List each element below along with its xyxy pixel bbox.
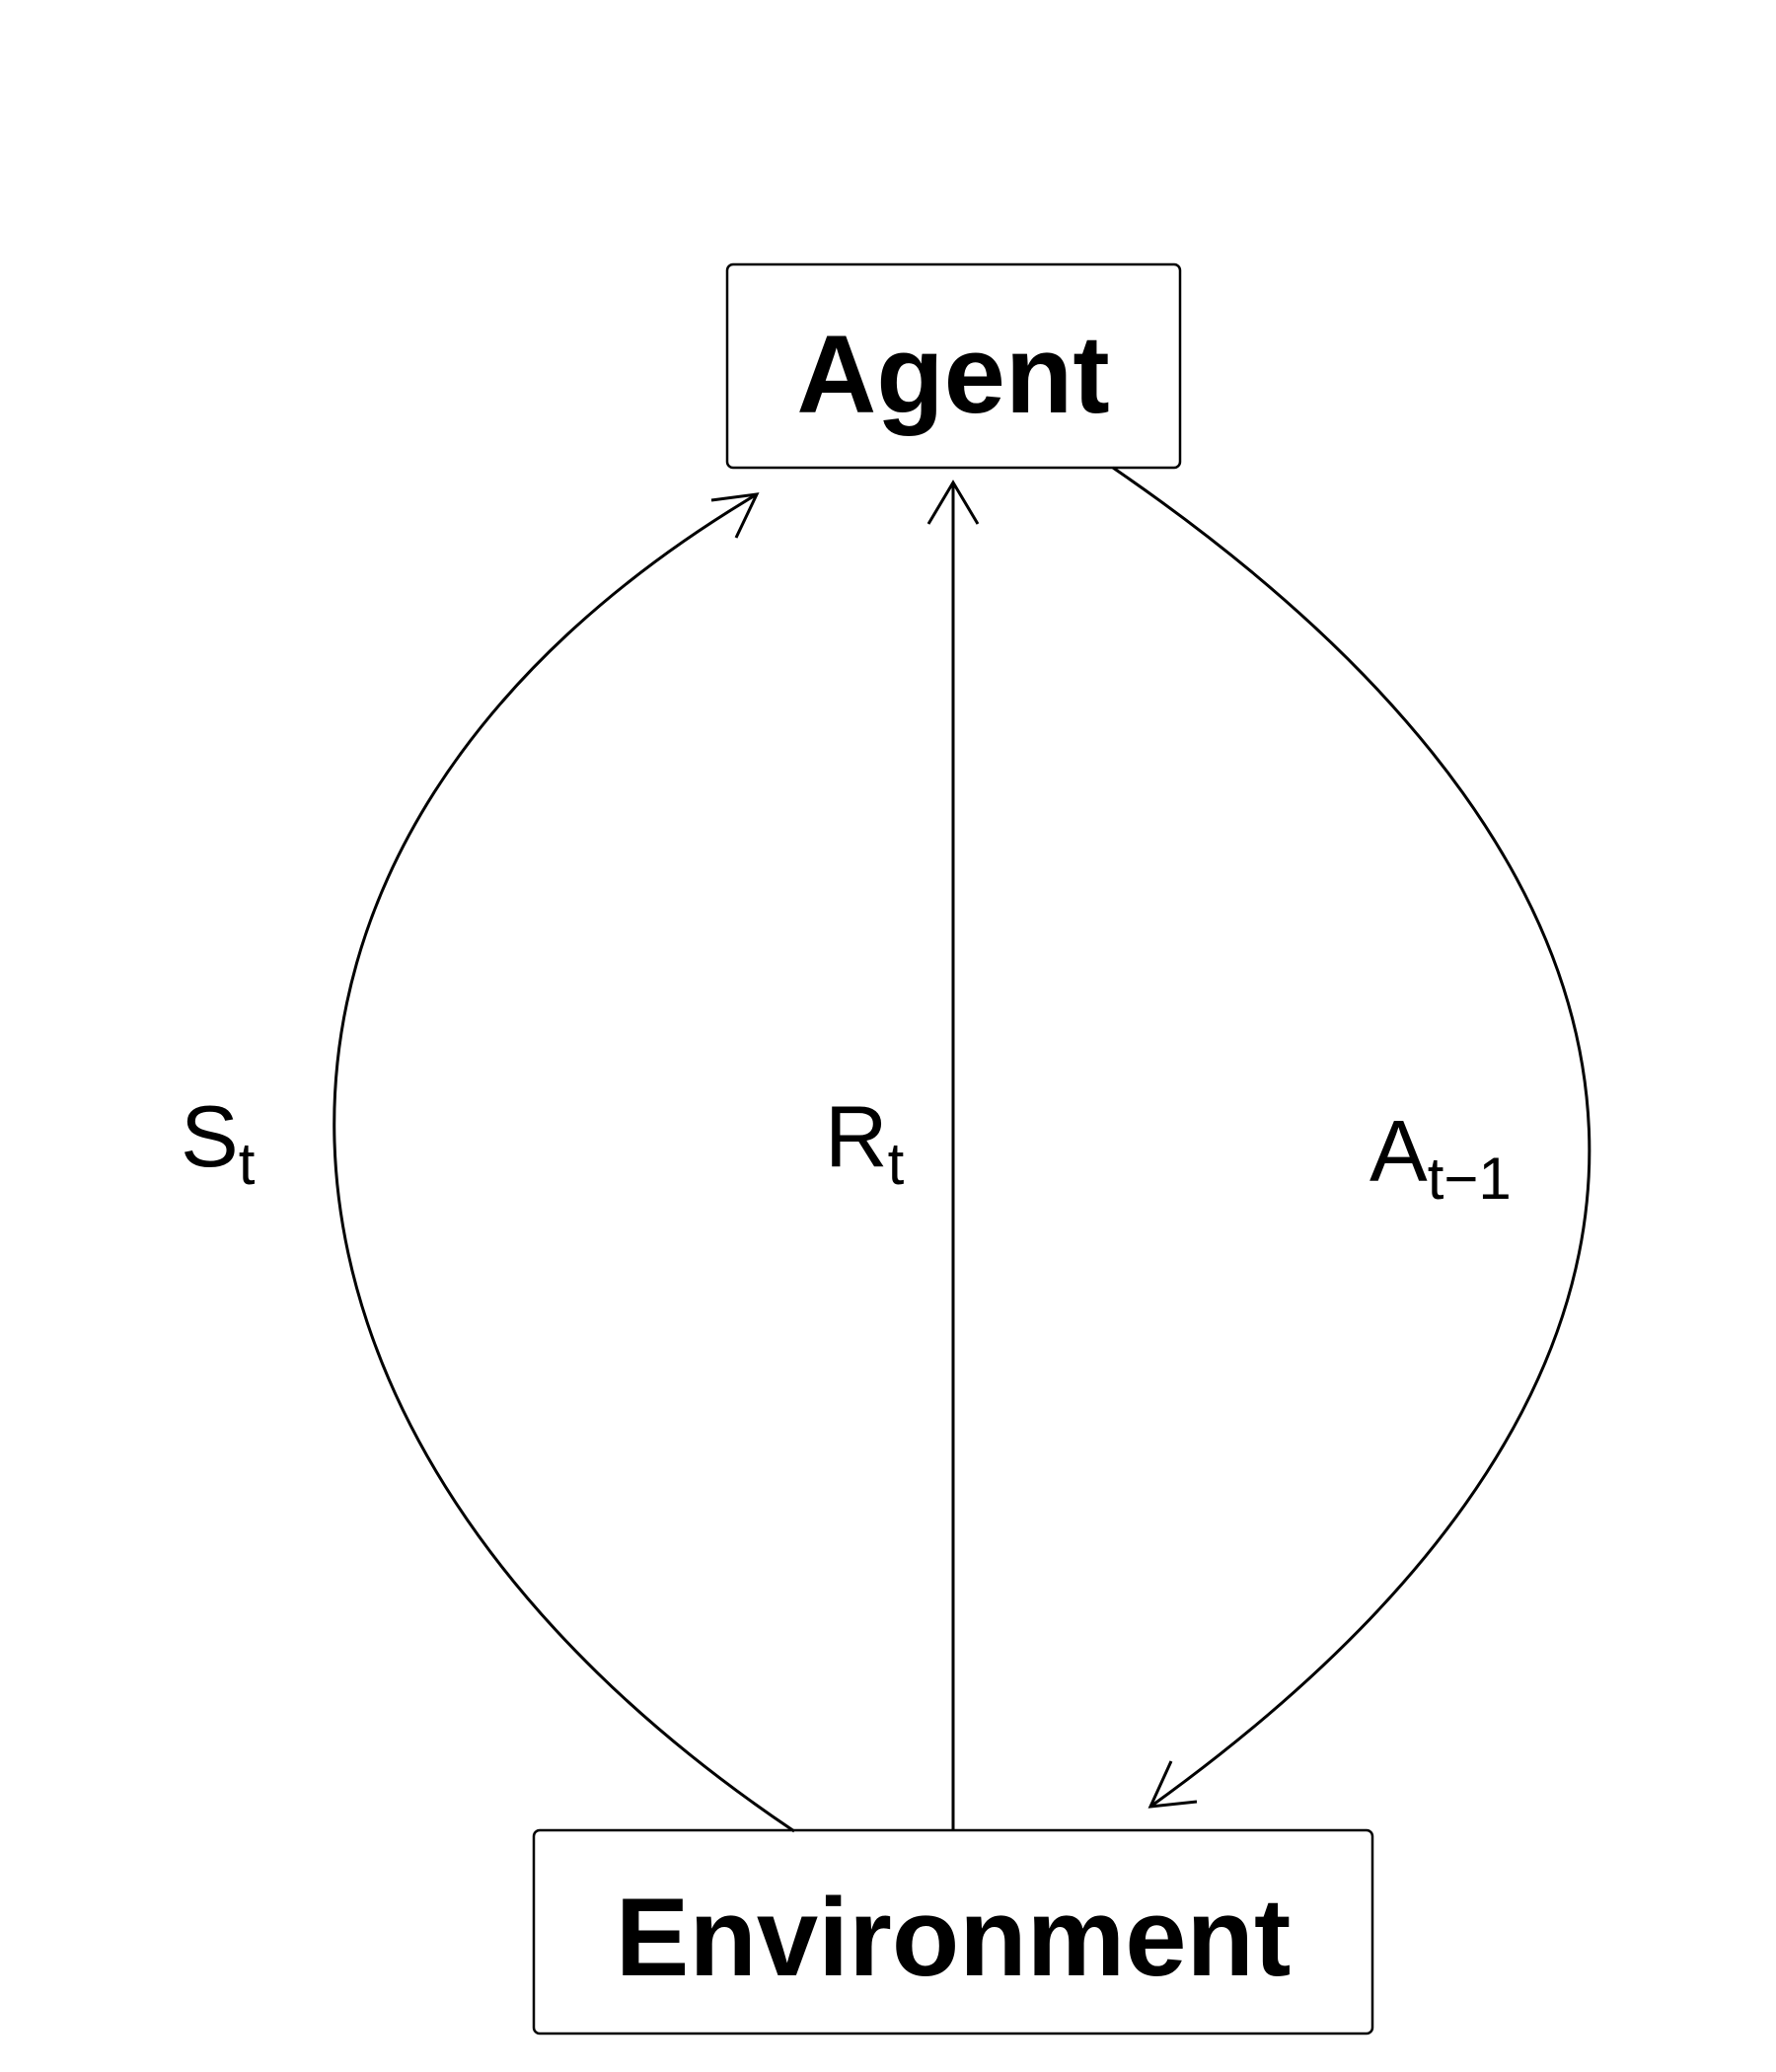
action-edge-line [1112,466,1591,1809]
reward-edge-label-sub: t [888,1131,905,1197]
agent-node-box [725,262,1182,470]
agent-node-label: Agent [796,313,1109,436]
action-edge-label: At−1 [1369,1102,1512,1212]
reward-edge: Rt [825,480,980,1830]
reward-edge-label: Rt [825,1087,905,1197]
state-edge-arrowhead [710,492,760,539]
state-edge-label-sub: t [239,1131,256,1197]
environment-node-label: Environment [616,1876,1292,1999]
action-edge: At−1 [1112,466,1591,1809]
environment-node: Environment [532,1828,1374,2035]
action-edge-arrowhead [1147,1760,1198,1809]
action-edge-label-main: A [1369,1102,1428,1200]
action-edge-label-sub: t−1 [1428,1146,1512,1212]
state-edge-label-main: S [181,1087,239,1185]
state-edge: St [181,492,795,1833]
reward-edge-label-main: R [825,1087,888,1185]
agent-node: Agent [725,262,1182,470]
state-edge-label: St [181,1087,256,1197]
reward-edge-arrowhead [926,480,980,525]
state-edge-line [333,492,795,1833]
